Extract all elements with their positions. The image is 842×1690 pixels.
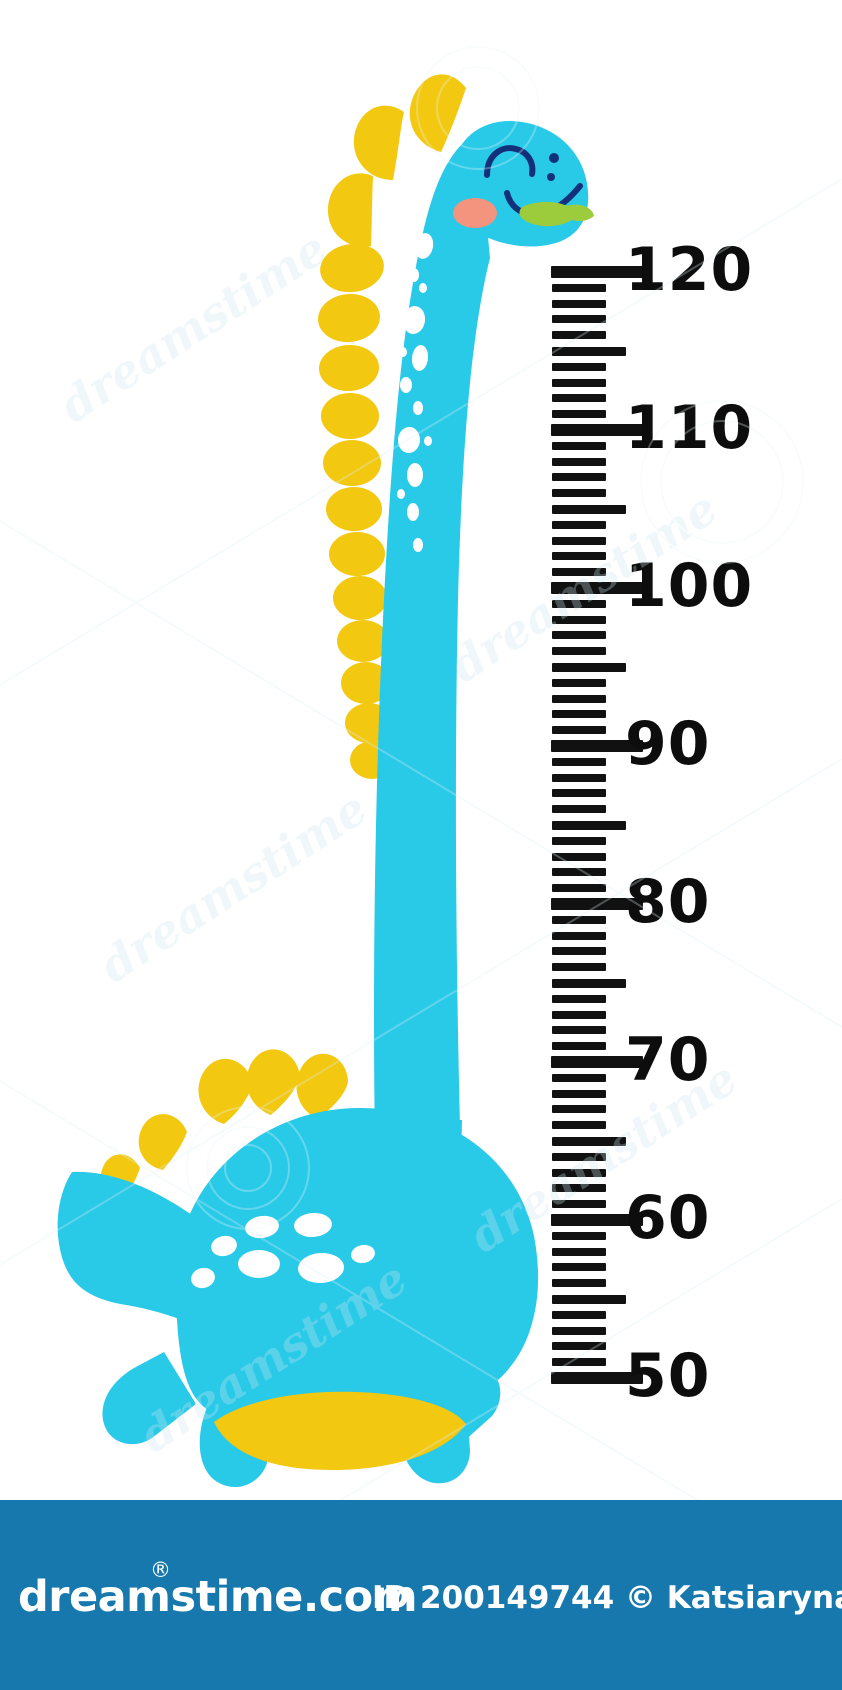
ruler-tick-minor bbox=[552, 441, 606, 450]
ruler-tick-minor bbox=[552, 1010, 606, 1019]
ruler-tick-minor bbox=[552, 536, 606, 545]
ruler-tick-minor bbox=[552, 1310, 606, 1319]
ruler-label-110: 110 bbox=[625, 393, 754, 463]
ruler-tick-minor bbox=[552, 394, 606, 403]
ruler-tick-minor bbox=[552, 457, 606, 466]
ruler-tick-minor bbox=[552, 789, 606, 798]
ruler-tick-minor bbox=[552, 1247, 606, 1256]
registered-mark-icon: ® bbox=[150, 1558, 171, 1582]
ruler-tick-minor bbox=[552, 963, 606, 972]
ruler-tick-minor bbox=[552, 915, 606, 924]
ruler-tick-minor bbox=[552, 1168, 606, 1177]
ruler-tick-minor bbox=[552, 489, 606, 498]
ruler-tick-minor bbox=[552, 378, 606, 387]
nostril-dot-lower bbox=[547, 173, 555, 181]
cheek-blush bbox=[453, 198, 497, 228]
ruler-tick-minor bbox=[552, 1121, 606, 1130]
ruler-tick-minor bbox=[552, 1342, 606, 1351]
ruler-tick-minor bbox=[552, 884, 606, 893]
ruler-tick-minor bbox=[552, 931, 606, 940]
ruler-tick-minor bbox=[552, 852, 606, 861]
ruler-tick-minor bbox=[552, 647, 606, 656]
ruler-tick-minor bbox=[552, 615, 606, 624]
ruler-tick-mid bbox=[552, 662, 626, 672]
ruler-tick-minor bbox=[552, 1105, 606, 1114]
ruler-tick-minor bbox=[552, 1279, 606, 1288]
ruler-tick-major bbox=[551, 424, 643, 436]
image-credit-text: ID 200149744 © Katsiaryna Sharamet bbox=[372, 1580, 842, 1616]
leaf-tip bbox=[564, 204, 594, 222]
head-neck-join bbox=[420, 176, 486, 262]
nostril-dot-upper bbox=[549, 153, 559, 163]
ruler-tick-mid bbox=[552, 1136, 626, 1146]
ruler-tick-minor bbox=[552, 283, 606, 292]
ruler-tick-minor bbox=[552, 868, 606, 877]
height-ruler: 120 110 100 90 80 70 60 50 bbox=[551, 235, 754, 1411]
ruler-tick-major bbox=[551, 1372, 643, 1384]
ruler-tick-minor bbox=[552, 520, 606, 529]
ruler-tick-major bbox=[551, 266, 643, 278]
ruler-label-120: 120 bbox=[625, 235, 754, 305]
ruler-tick-minor bbox=[552, 1089, 606, 1098]
ruler-tick-minor bbox=[552, 410, 606, 419]
ruler-tick-minor bbox=[552, 568, 606, 577]
ruler-tick-mid bbox=[552, 1294, 626, 1304]
ruler-tick-minor bbox=[552, 1026, 606, 1035]
ruler-tick-mid bbox=[552, 978, 626, 988]
ruler-tick-minor bbox=[552, 773, 606, 782]
body-spots-group bbox=[191, 1212, 375, 1289]
ruler-tick-mid bbox=[552, 346, 626, 356]
ruler-tick-minor bbox=[552, 331, 606, 340]
ruler-tick-minor bbox=[552, 1326, 606, 1335]
dinosaur-illustration bbox=[57, 74, 594, 1488]
ruler-tick-major bbox=[551, 740, 643, 752]
ruler-tick-major bbox=[551, 582, 643, 594]
ruler-tick-minor bbox=[552, 631, 606, 640]
ruler-tick-minor bbox=[552, 1358, 606, 1367]
neck-body-join bbox=[372, 1120, 470, 1370]
ruler-tick-minor bbox=[552, 757, 606, 766]
ruler-tick-minor bbox=[552, 726, 606, 735]
ruler-tick-minor bbox=[552, 694, 606, 703]
ruler-tick-minor bbox=[552, 710, 606, 719]
ruler-label-100: 100 bbox=[625, 551, 754, 621]
closed-eye bbox=[484, 145, 536, 178]
ruler-tick-minor bbox=[552, 552, 606, 561]
ruler-label-70: 70 bbox=[625, 1025, 711, 1095]
ruler-tick-minor bbox=[552, 1263, 606, 1272]
ruler-tick-minor bbox=[552, 1200, 606, 1209]
dreamstime-logo-text[interactable]: dreamstime.com bbox=[18, 1572, 418, 1622]
neck-spots-group bbox=[397, 233, 434, 552]
dreamstime-footer-bar: dreamstime.com ® ID 200149744 © Katsiary… bbox=[0, 1500, 842, 1690]
ruler-tick-minor bbox=[552, 1042, 606, 1051]
ruler-tick-major bbox=[551, 1056, 643, 1068]
leaf-in-mouth bbox=[519, 201, 580, 227]
ruler-tick-minor bbox=[552, 599, 606, 608]
ruler-tick-mid bbox=[552, 820, 626, 830]
ruler-tick-minor bbox=[552, 1152, 606, 1161]
ruler-label-60: 60 bbox=[625, 1183, 711, 1253]
ruler-label-90: 90 bbox=[625, 709, 711, 779]
ruler-tick-minor bbox=[552, 362, 606, 371]
ruler-tick-minor bbox=[552, 315, 606, 324]
ruler-tick-minor bbox=[552, 1184, 606, 1193]
belly-patch bbox=[214, 1391, 466, 1470]
ruler-tick-minor bbox=[552, 994, 606, 1003]
ruler-tick-minor bbox=[552, 1231, 606, 1240]
hind-leg-back bbox=[102, 1352, 196, 1445]
ruler-tick-minor bbox=[552, 473, 606, 482]
ruler-tick-mid bbox=[552, 504, 626, 514]
ruler-tick-minor bbox=[552, 299, 606, 308]
neck bbox=[374, 132, 490, 1200]
ruler-tick-major bbox=[551, 898, 643, 910]
ruler-tick-minor bbox=[552, 805, 606, 814]
ruler-tick-minor bbox=[552, 947, 606, 956]
ruler-label-80: 80 bbox=[625, 867, 711, 937]
ruler-tick-minor bbox=[552, 836, 606, 845]
ruler-tick-major bbox=[551, 1214, 643, 1226]
ruler-label-50: 50 bbox=[625, 1341, 711, 1411]
ruler-tick-minor bbox=[552, 678, 606, 687]
ruler-tick-minor bbox=[552, 1073, 606, 1082]
